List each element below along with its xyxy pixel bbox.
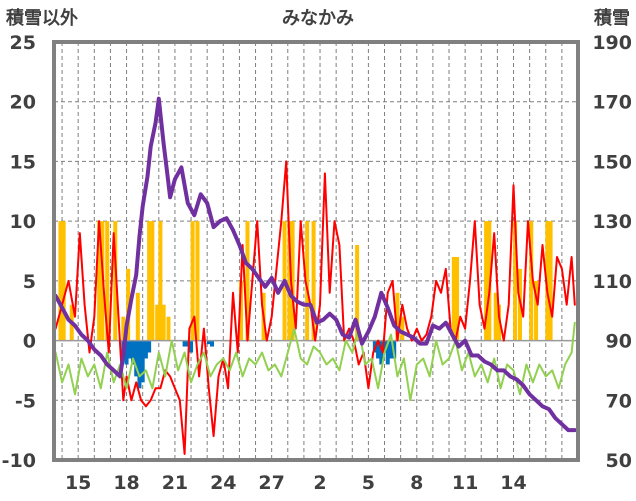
bar (311, 221, 316, 341)
y-tick-label: -10 (2, 450, 36, 472)
bar (121, 316, 126, 341)
bar (245, 221, 250, 341)
bar (355, 245, 360, 341)
bar (150, 221, 155, 341)
y2-tick-label: 190 (592, 32, 632, 54)
bar (548, 221, 553, 341)
y2-tick-label: 130 (592, 211, 632, 233)
bar (126, 268, 131, 341)
x-tick-label: 14 (500, 472, 526, 494)
bar (385, 340, 390, 365)
bar (97, 221, 102, 341)
bar (496, 304, 501, 341)
x-tick-label: 24 (210, 472, 236, 494)
bar (493, 292, 498, 341)
y-tick-label: 20 (10, 92, 36, 114)
x-tick-label: 21 (162, 472, 188, 494)
bar (382, 340, 387, 353)
bar (210, 340, 215, 347)
x-tick-label: 8 (410, 472, 423, 494)
y2-tick-label: 70 (606, 390, 632, 412)
bar (135, 292, 140, 341)
bar (290, 221, 295, 341)
bar (206, 340, 211, 345)
bar (545, 221, 550, 341)
bar (451, 256, 456, 341)
bar (140, 340, 145, 383)
bar (158, 221, 163, 341)
bar (127, 340, 132, 359)
x-tick-label: 15 (65, 472, 91, 494)
y2-tick-label: 50 (606, 450, 632, 472)
bar (189, 340, 194, 353)
y-tick-label: -5 (15, 390, 36, 412)
bar (147, 340, 152, 353)
x-tick-label: 27 (258, 472, 284, 494)
bar (105, 221, 110, 341)
y-tick-label: 25 (10, 32, 36, 54)
bar (239, 280, 244, 341)
bar (182, 340, 187, 347)
x-tick-label: 5 (362, 472, 375, 494)
y-tick-label: 15 (10, 151, 36, 173)
bar (166, 316, 171, 341)
left-axis-label: 積雪以外 (5, 7, 78, 29)
bar (305, 221, 310, 341)
plot-frame (52, 40, 580, 462)
bar (161, 304, 166, 341)
y2-tick-label: 90 (606, 331, 632, 353)
bar (529, 221, 534, 341)
bar (190, 221, 195, 341)
bar (195, 221, 200, 341)
bar (131, 340, 136, 365)
left-axis-ticks: 25 20 15 10 5 0 -5 -10 (2, 32, 36, 472)
bar (513, 221, 518, 341)
bar (147, 221, 152, 341)
x-tick-label: 11 (452, 472, 478, 494)
y2-tick-label: 170 (592, 92, 632, 114)
y2-tick-label: 110 (592, 271, 632, 293)
x-tick-label: 2 (313, 472, 326, 494)
bar (388, 340, 393, 359)
bar (185, 340, 190, 347)
y-tick-label: 0 (23, 331, 36, 353)
bar (124, 340, 129, 365)
bar (58, 221, 63, 341)
bar (455, 256, 460, 341)
bar (400, 316, 405, 341)
bar (137, 340, 142, 389)
bar (134, 340, 139, 377)
bar-series (58, 221, 553, 389)
bar (61, 221, 66, 341)
x-axis-ticks: 15 18 21 24 27 2 5 8 11 14 (65, 472, 527, 494)
bar (395, 292, 400, 341)
bar (143, 340, 148, 359)
chart-title: みなかみ (282, 8, 354, 29)
right-axis-ticks: 190 170 150 130 110 90 70 50 (592, 32, 632, 472)
bar (379, 340, 384, 365)
y-tick-label: 5 (23, 271, 36, 293)
bar (287, 221, 292, 341)
series-line (54, 321, 576, 402)
bar (376, 340, 381, 359)
line-series (53, 96, 577, 455)
bar (113, 221, 118, 341)
bar (155, 304, 160, 341)
bar (484, 221, 489, 341)
right-axis-label: 積雪 (593, 7, 630, 29)
y-tick-label: 10 (10, 211, 36, 233)
x-tick-label: 18 (113, 472, 139, 494)
y2-tick-label: 150 (592, 151, 632, 173)
bar (534, 280, 539, 341)
series-line (53, 96, 577, 433)
